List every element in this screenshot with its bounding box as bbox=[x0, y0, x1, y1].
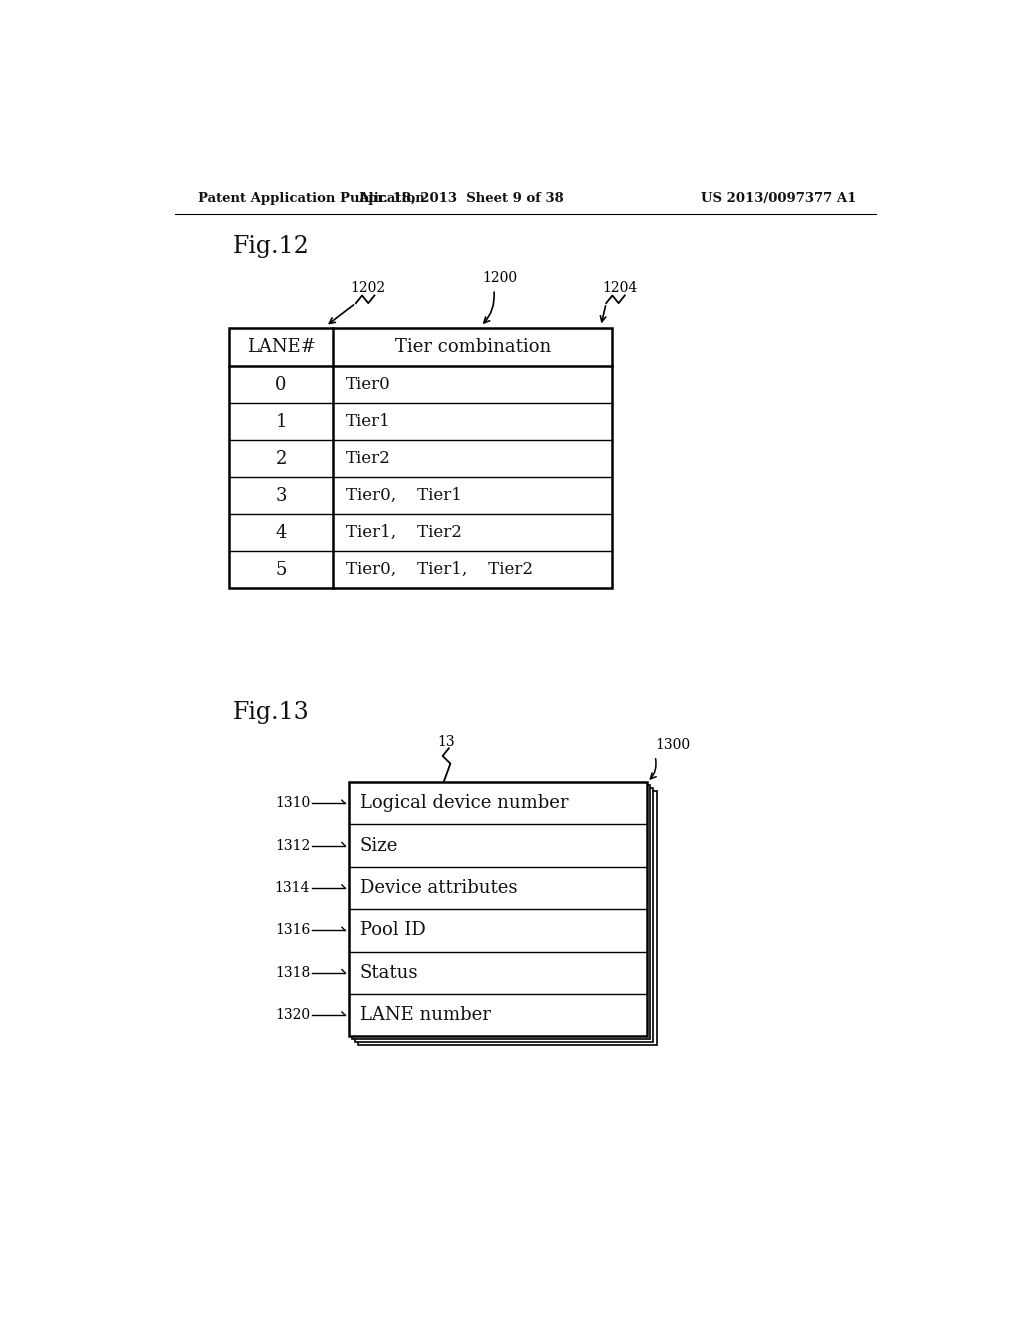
Text: Fig.12: Fig.12 bbox=[232, 235, 309, 259]
Text: LANE number: LANE number bbox=[359, 1006, 490, 1024]
Text: 1204: 1204 bbox=[602, 281, 638, 294]
Text: 1312: 1312 bbox=[274, 838, 310, 853]
Text: Tier2: Tier2 bbox=[346, 450, 390, 467]
Bar bbox=[355, 788, 653, 1043]
Bar bbox=[349, 781, 647, 1036]
Text: US 2013/0097377 A1: US 2013/0097377 A1 bbox=[701, 191, 856, 205]
Text: Tier0,    Tier1: Tier0, Tier1 bbox=[346, 487, 462, 504]
Text: 13: 13 bbox=[437, 735, 455, 748]
Text: 4: 4 bbox=[275, 524, 287, 541]
Text: 1200: 1200 bbox=[482, 271, 517, 285]
Bar bbox=[352, 785, 650, 1039]
Text: Logical device number: Logical device number bbox=[359, 795, 568, 812]
Text: Apr. 18, 2013  Sheet 9 of 38: Apr. 18, 2013 Sheet 9 of 38 bbox=[358, 191, 564, 205]
Text: Tier combination: Tier combination bbox=[394, 338, 551, 356]
Text: Size: Size bbox=[359, 837, 398, 854]
Text: 1316: 1316 bbox=[274, 923, 310, 937]
Text: Patent Application Publication: Patent Application Publication bbox=[198, 191, 425, 205]
Text: Tier1: Tier1 bbox=[346, 413, 390, 430]
Text: 5: 5 bbox=[275, 561, 287, 578]
Text: Device attributes: Device attributes bbox=[359, 879, 517, 898]
Text: 1310: 1310 bbox=[274, 796, 310, 810]
Text: LANE#: LANE# bbox=[247, 338, 315, 356]
Text: 1318: 1318 bbox=[274, 966, 310, 979]
Text: 1: 1 bbox=[275, 413, 287, 430]
Text: 1300: 1300 bbox=[655, 738, 690, 752]
Text: 1202: 1202 bbox=[350, 281, 386, 294]
Text: Fig.13: Fig.13 bbox=[232, 701, 309, 725]
Text: Tier0,    Tier1,    Tier2: Tier0, Tier1, Tier2 bbox=[346, 561, 532, 578]
Text: 3: 3 bbox=[275, 487, 287, 504]
Text: Status: Status bbox=[359, 964, 418, 982]
Text: Pool ID: Pool ID bbox=[359, 921, 426, 940]
Bar bbox=[358, 792, 656, 1045]
Text: Tier0: Tier0 bbox=[346, 376, 390, 393]
Bar bbox=[228, 327, 612, 589]
Text: Tier1,    Tier2: Tier1, Tier2 bbox=[346, 524, 462, 541]
Text: 1320: 1320 bbox=[275, 1008, 310, 1022]
Text: 2: 2 bbox=[275, 450, 287, 467]
Text: 1314: 1314 bbox=[274, 880, 310, 895]
Text: 0: 0 bbox=[275, 376, 287, 393]
